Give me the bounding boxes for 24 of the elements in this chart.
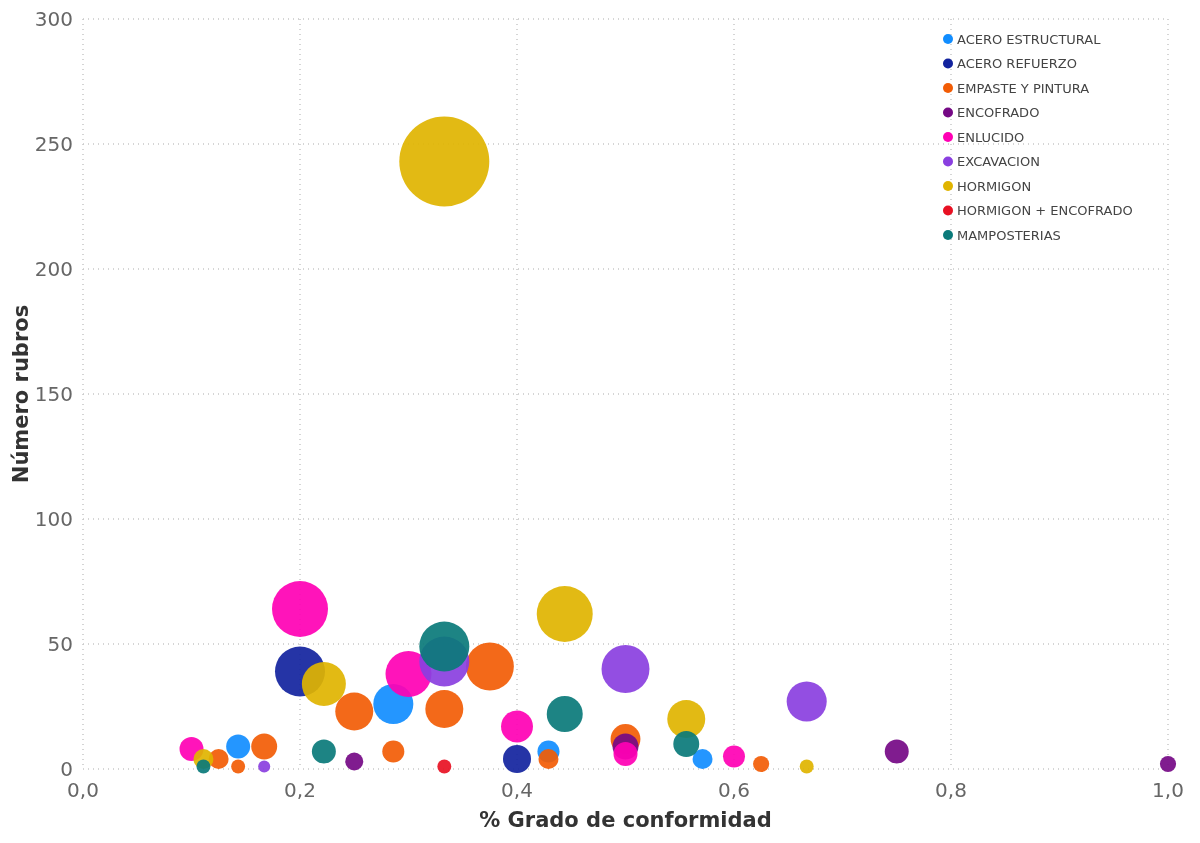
y-tick-label: 100 <box>34 507 73 531</box>
legend-label: ENCOFRADO <box>957 105 1040 121</box>
y-axis-title: Número rubros <box>9 304 33 484</box>
x-axis-title: % Grado de conformidad <box>479 808 772 832</box>
legend-label: HORMIGON + ENCOFRADO <box>957 203 1133 219</box>
legend-label: MAMPOSTERIAS <box>957 227 1061 243</box>
y-tick-label: 250 <box>34 132 73 156</box>
legend-label: EMPASTE Y PINTURA <box>957 80 1090 96</box>
x-tick-label: 0,8 <box>935 778 967 802</box>
y-tick-label: 0 <box>60 757 73 781</box>
legend-label: ACERO ESTRUCTURAL <box>957 31 1102 47</box>
y-tick-label: 200 <box>34 257 73 281</box>
x-tick-label: 0,0 <box>67 778 99 802</box>
legend-label: HORMIGON <box>957 178 1032 194</box>
x-tick-label: 0,6 <box>718 778 750 802</box>
legend-label: ENLUCIDO <box>957 129 1025 145</box>
y-tick-label: 150 <box>34 382 73 406</box>
x-tick-label: 1,0 <box>1152 778 1184 802</box>
x-tick-label: 0,2 <box>284 778 316 802</box>
y-tick-label: 300 <box>34 7 73 31</box>
x-tick-label: 0,4 <box>501 778 533 802</box>
y-tick-label: 50 <box>47 632 73 656</box>
legend-label: ACERO REFUERZO <box>957 56 1077 72</box>
legend-label: EXCAVACION <box>957 154 1040 170</box>
